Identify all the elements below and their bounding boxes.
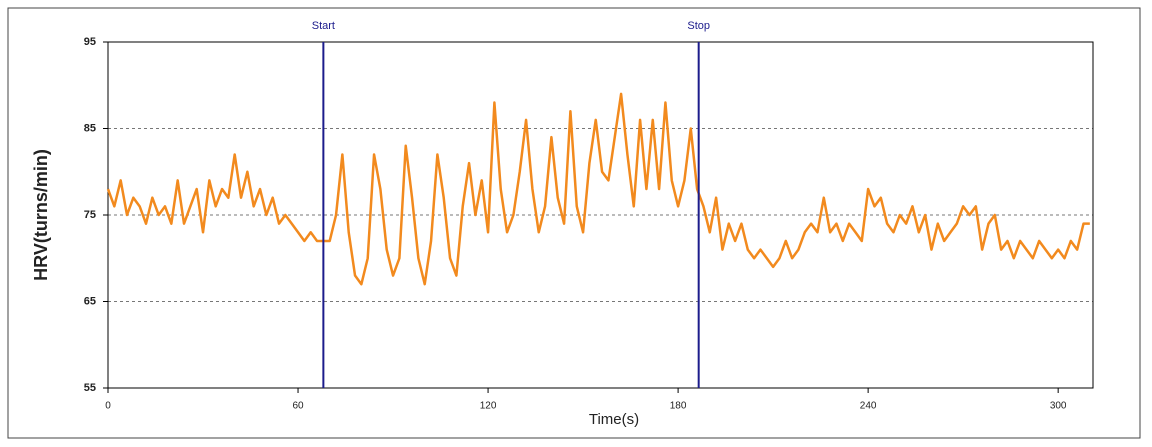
y-tick-label: 85 (84, 122, 96, 134)
plot-area (107, 41, 1094, 389)
x-tick-label: 240 (860, 401, 877, 412)
y-tick-label: 65 (84, 295, 96, 307)
x-tick-label: 180 (670, 401, 687, 412)
frame (7, 7, 1141, 439)
event-label: Stop (687, 20, 710, 32)
event-label: Start (312, 20, 335, 32)
y-tick-label: 55 (84, 382, 96, 394)
x-tick-label: 300 (1050, 401, 1067, 412)
y-tick-label: 75 (84, 209, 96, 221)
x-axis-label: Time(s) (589, 411, 639, 428)
data-line (106, 92, 1090, 286)
x-tick-label: 60 (292, 401, 304, 412)
y-tick-label: 95 (84, 36, 96, 48)
x-tick-label: 120 (480, 401, 497, 412)
x-tick-label: 0 (105, 401, 111, 412)
y-axis-label: HRV(turns/min) (31, 149, 51, 281)
